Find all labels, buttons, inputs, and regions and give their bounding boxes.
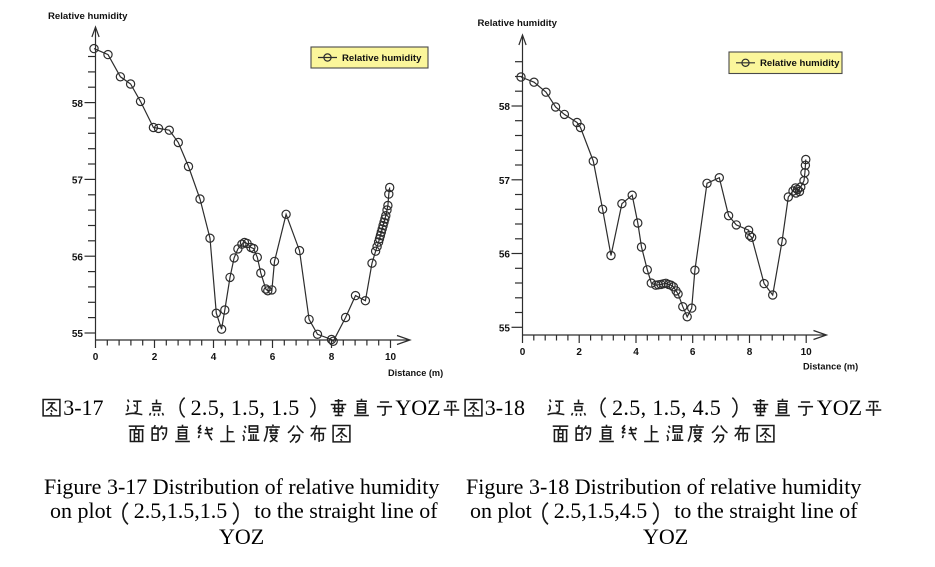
svg-text:55: 55	[72, 329, 84, 340]
svg-text:56: 56	[72, 252, 84, 263]
svg-text:Relative humidity: Relative humidity	[48, 11, 128, 22]
svg-text:8: 8	[747, 347, 753, 358]
svg-text:57: 57	[72, 176, 84, 187]
svg-text:4: 4	[211, 352, 217, 363]
svg-text:Relative humidity: Relative humidity	[342, 53, 422, 64]
svg-text:10: 10	[801, 347, 813, 358]
svg-text:2: 2	[576, 347, 582, 358]
svg-text:10: 10	[385, 352, 397, 363]
svg-text:8: 8	[329, 352, 335, 363]
svg-text:6: 6	[270, 352, 276, 363]
svg-text:58: 58	[499, 102, 511, 113]
svg-text:0: 0	[520, 347, 526, 358]
svg-text:Distance (m): Distance (m)	[388, 368, 443, 378]
svg-text:4: 4	[633, 347, 639, 358]
svg-text:55: 55	[499, 324, 511, 335]
svg-text:Relative humidity: Relative humidity	[760, 58, 840, 69]
svg-text:2: 2	[152, 352, 158, 363]
svg-text:57: 57	[499, 176, 511, 187]
svg-text:6: 6	[690, 347, 696, 358]
svg-text:56: 56	[499, 250, 511, 261]
svg-text:0: 0	[93, 352, 99, 363]
svg-text:Relative humidity: Relative humidity	[478, 18, 558, 29]
svg-text:58: 58	[72, 99, 84, 110]
svg-text:Distance (m): Distance (m)	[803, 362, 858, 372]
